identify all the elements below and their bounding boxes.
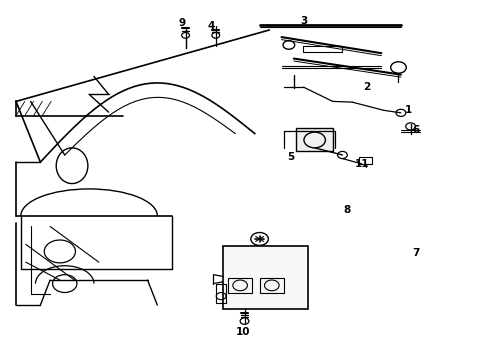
Bar xyxy=(223,246,308,309)
Text: 5: 5 xyxy=(288,152,295,162)
Bar xyxy=(296,128,333,152)
Text: 3: 3 xyxy=(300,16,307,26)
Bar xyxy=(303,46,343,52)
Text: 2: 2 xyxy=(363,82,370,92)
Bar xyxy=(216,284,226,303)
Bar xyxy=(260,278,284,293)
Bar xyxy=(228,278,252,293)
Text: 4: 4 xyxy=(207,21,215,31)
Text: 1: 1 xyxy=(405,105,412,115)
Text: 7: 7 xyxy=(412,248,419,258)
Text: 6: 6 xyxy=(412,125,419,135)
Ellipse shape xyxy=(56,148,88,184)
Text: 9: 9 xyxy=(178,18,185,28)
Bar xyxy=(360,157,372,164)
Text: 11: 11 xyxy=(355,159,369,169)
Text: 8: 8 xyxy=(343,205,351,215)
Text: 10: 10 xyxy=(235,327,250,337)
